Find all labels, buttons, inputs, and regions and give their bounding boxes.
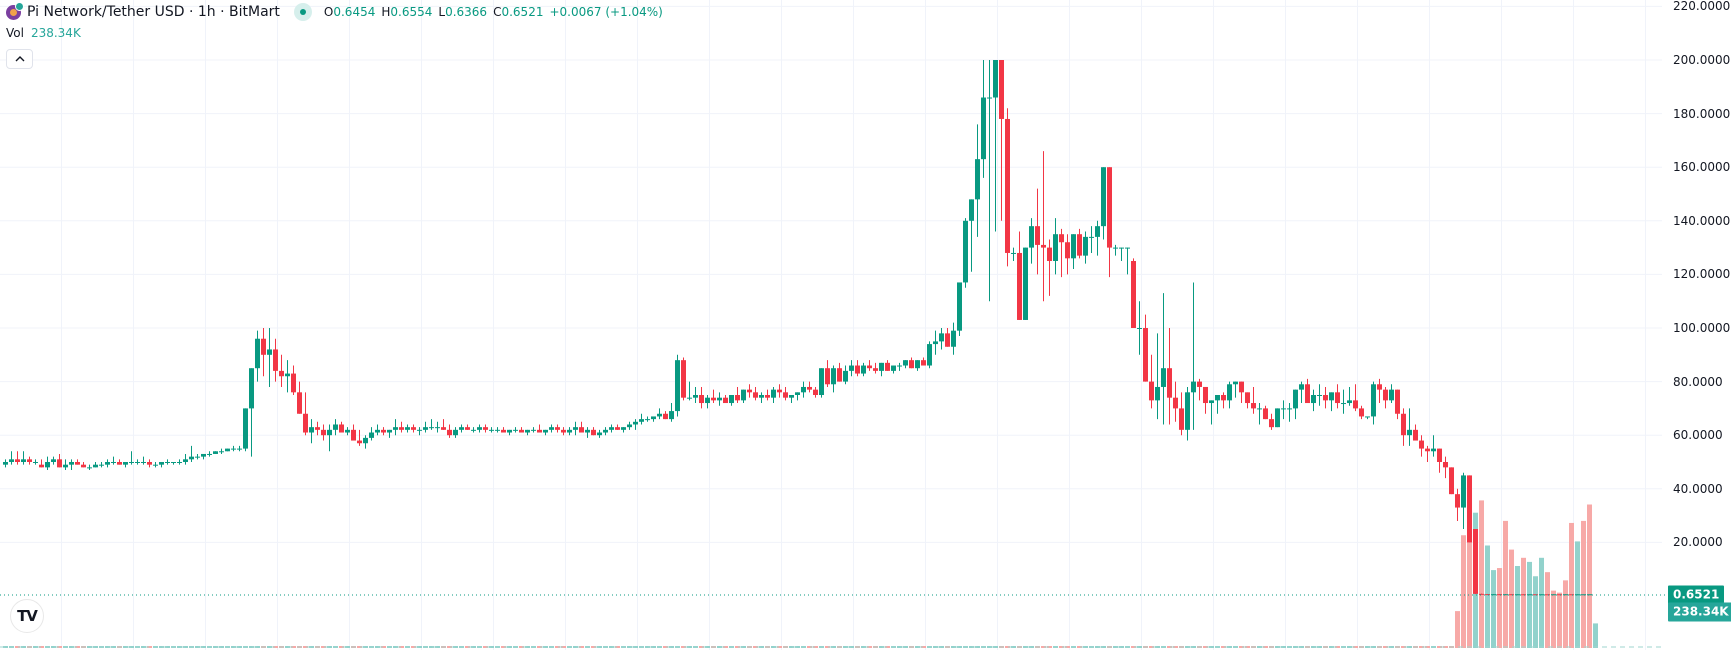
price-axis-label: 20.0000 [1673, 535, 1723, 550]
price-axis-label: 120.0000 [1673, 267, 1731, 282]
candles [3, 60, 1592, 596]
ohlc-close: C0.6521 [493, 5, 544, 19]
price-axis-label: 200.0000 [1673, 53, 1731, 67]
price-axis-label: 220.0000 [1673, 0, 1731, 14]
price-lines [0, 594, 1666, 648]
price-change: +0.0067 (+1.04%) [549, 5, 663, 19]
volume-value: 238.34K [30, 26, 81, 40]
price-axis-label: 180.0000 [1673, 106, 1731, 121]
price-axis-label: 160.0000 [1673, 160, 1731, 175]
chevron-up-icon [15, 56, 24, 62]
ohlc-low: L0.6366 [438, 5, 488, 19]
pi-network-coin-icon [6, 1, 24, 20]
tradingview-logo-icon[interactable]: TV [10, 599, 44, 633]
price-axis-label: 140.0000 [1673, 213, 1731, 228]
price-axis-label: 60.0000 [1673, 428, 1723, 443]
chart-grid [0, 0, 1662, 650]
price-axis-label: 100.0000 [1673, 321, 1731, 335]
volume-legend[interactable]: Vol 238.34K [6, 26, 81, 40]
price-axis-label: 40.0000 [1673, 481, 1723, 496]
volume-label: Vol [6, 26, 24, 40]
last-price-tag: 0.6521 [1668, 585, 1725, 605]
symbol-legend[interactable]: Pi Network/Tether USD · 1h · BitMart O0.… [6, 1, 663, 21]
ohlc-high: H0.6554 [381, 5, 433, 19]
volume-bars [3, 500, 1598, 648]
symbol-title[interactable]: Pi Network/Tether USD · 1h · BitMart [27, 4, 280, 20]
market-status-icon[interactable] [293, 3, 312, 21]
last-volume-tag: 238.34K [1668, 602, 1731, 622]
collapse-legend-button[interactable] [6, 49, 33, 69]
price-axis-label: 80.0000 [1673, 374, 1723, 389]
ohlc-open: O0.6454 [323, 5, 376, 19]
